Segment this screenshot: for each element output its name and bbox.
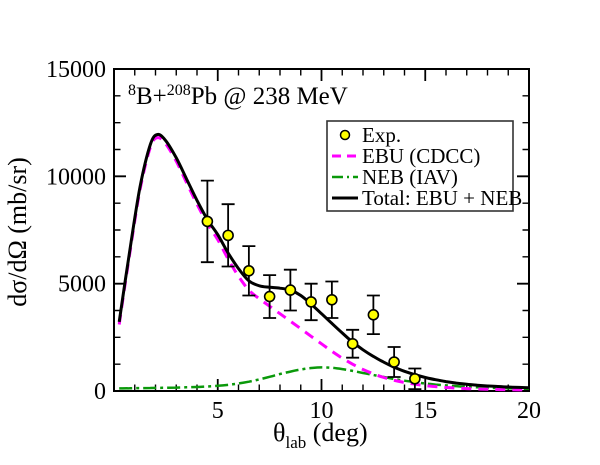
legend: Exp. EBU (CDCC) NEB (IAV) Total: EBU + N… bbox=[326, 120, 522, 212]
x-axis-label: θlab (deg) bbox=[273, 418, 368, 452]
exp-point bbox=[201, 215, 214, 228]
legend-total-label: Total: EBU + NEB bbox=[362, 186, 522, 210]
exp-point bbox=[263, 290, 276, 303]
curves bbox=[117, 132, 530, 392]
legend-neb-label: NEB (IAV) bbox=[362, 165, 458, 189]
x-tick-label: 10 bbox=[310, 398, 334, 424]
legend-exp-label: Exp. bbox=[362, 123, 401, 147]
legend-ebu-label: EBU (CDCC) bbox=[362, 144, 480, 168]
title-superscript-8: 8 bbox=[128, 82, 136, 99]
x-axis-label-subscript: lab bbox=[285, 433, 306, 452]
y-tick-label: 5000 bbox=[58, 272, 106, 298]
plot-title: 8B+208Pb @ 238 MeV bbox=[128, 82, 348, 110]
exp-point bbox=[243, 264, 255, 277]
legend-box bbox=[326, 120, 514, 212]
curve-ebu-cdcc bbox=[117, 136, 530, 392]
x-tick-label: 20 bbox=[517, 398, 541, 424]
exp-data-points bbox=[200, 179, 422, 390]
exp-point bbox=[346, 337, 359, 350]
minor-ticks bbox=[114, 69, 529, 391]
legend-exp-marker bbox=[339, 129, 351, 141]
exp-point bbox=[326, 293, 338, 306]
title-superscript-208: 208 bbox=[167, 82, 191, 99]
x-tick-label: 5 bbox=[212, 398, 224, 424]
plot-axes: 5 10 15 20 0 5000 10000 15000 bbox=[46, 57, 541, 424]
y-axis-label: dσ/dΩ (mb/sr) bbox=[3, 157, 32, 307]
exp-point bbox=[388, 356, 400, 368]
y-tick-label: 15000 bbox=[46, 57, 106, 83]
exp-point bbox=[284, 284, 297, 296]
exp-point bbox=[367, 308, 380, 321]
y-tick-label: 0 bbox=[94, 379, 106, 405]
curve-total-ebu-neb bbox=[117, 132, 530, 390]
exp-point bbox=[222, 229, 234, 242]
exp-point bbox=[409, 372, 421, 385]
curve-neb-iav bbox=[119, 366, 530, 391]
y-tick-label: 10000 bbox=[46, 164, 106, 190]
exp-point bbox=[305, 296, 317, 308]
x-tick-label: 15 bbox=[413, 398, 437, 424]
